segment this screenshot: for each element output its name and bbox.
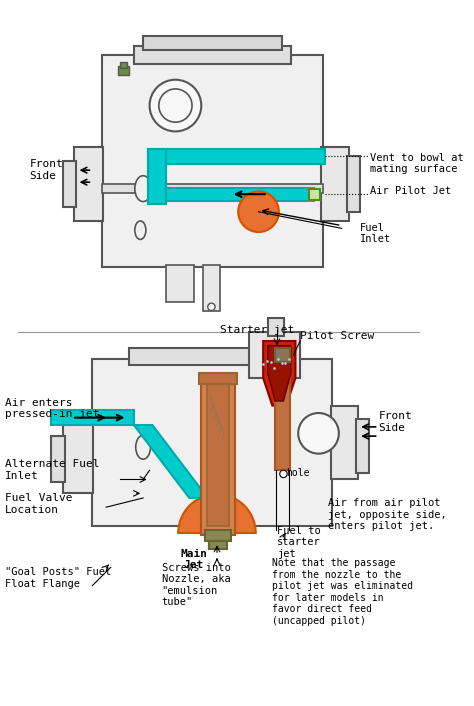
Text: Main
Jet: Main Jet	[181, 549, 208, 570]
Bar	[356, 419, 369, 473]
Bar	[129, 348, 300, 365]
Bar	[310, 189, 320, 200]
Ellipse shape	[136, 435, 151, 459]
Text: Vent to bowl at
mating surface: Vent to bowl at mating surface	[370, 152, 464, 174]
Text: Fuel
Inlet: Fuel Inlet	[360, 223, 392, 244]
Text: Note that the passage
from the nozzle to the
pilot jet was eliminated
for later : Note that the passage from the nozzle to…	[273, 558, 413, 626]
Text: Screws into
Nozzle, aka
"emulsion
tube": Screws into Nozzle, aka "emulsion tube"	[162, 563, 230, 607]
Bar	[101, 55, 323, 267]
Bar	[143, 36, 282, 50]
Bar	[148, 149, 166, 204]
Bar	[51, 410, 134, 425]
Polygon shape	[263, 341, 295, 406]
Polygon shape	[268, 346, 291, 401]
Circle shape	[238, 191, 279, 232]
Bar	[275, 348, 290, 362]
Text: Air from air pilot
jet, opposite side,
enters pilot jet.: Air from air pilot jet, opposite side, e…	[328, 498, 447, 531]
Polygon shape	[134, 425, 208, 498]
Bar	[330, 406, 358, 479]
Bar	[209, 542, 227, 549]
Circle shape	[150, 80, 201, 131]
Text: Alternate Fuel
Inlet: Alternate Fuel Inlet	[5, 460, 99, 481]
Ellipse shape	[135, 176, 151, 202]
Bar	[249, 332, 300, 378]
Bar	[201, 378, 235, 535]
Bar	[63, 161, 76, 207]
Text: Fuel to
starter
jet: Fuel to starter jet	[277, 526, 321, 559]
Circle shape	[280, 470, 287, 478]
Bar	[268, 318, 284, 336]
Text: hole: hole	[286, 468, 310, 478]
Bar	[166, 265, 194, 302]
Bar	[199, 373, 237, 384]
Bar	[321, 147, 349, 221]
Ellipse shape	[135, 221, 146, 239]
Bar	[101, 184, 323, 193]
Text: Air enters
pressed-in jet: Air enters pressed-in jet	[5, 397, 99, 419]
Bar	[203, 265, 220, 311]
Text: Fuel Valve
Location: Fuel Valve Location	[5, 493, 72, 515]
Bar	[134, 46, 291, 64]
Bar	[74, 147, 103, 221]
Wedge shape	[178, 494, 256, 533]
Text: Starter jet: Starter jet	[220, 325, 294, 335]
Bar	[63, 424, 93, 493]
Bar	[166, 188, 314, 201]
Circle shape	[208, 303, 215, 311]
Text: Air Pilot Jet: Air Pilot Jet	[370, 186, 452, 196]
Text: Front
Side: Front Side	[29, 160, 64, 181]
Bar	[207, 383, 229, 526]
Bar	[92, 359, 332, 526]
Bar	[205, 530, 231, 542]
Text: Pilot Screw: Pilot Screw	[300, 331, 374, 342]
Bar	[51, 436, 64, 482]
Bar	[275, 359, 290, 470]
Bar	[120, 62, 128, 68]
Bar	[347, 156, 360, 212]
Text: "Goal Posts" Fuel
Float Flange: "Goal Posts" Fuel Float Flange	[5, 567, 111, 589]
Bar	[148, 149, 325, 164]
Circle shape	[298, 413, 339, 454]
Text: Front
Side: Front Side	[379, 412, 412, 433]
Bar	[118, 66, 129, 75]
